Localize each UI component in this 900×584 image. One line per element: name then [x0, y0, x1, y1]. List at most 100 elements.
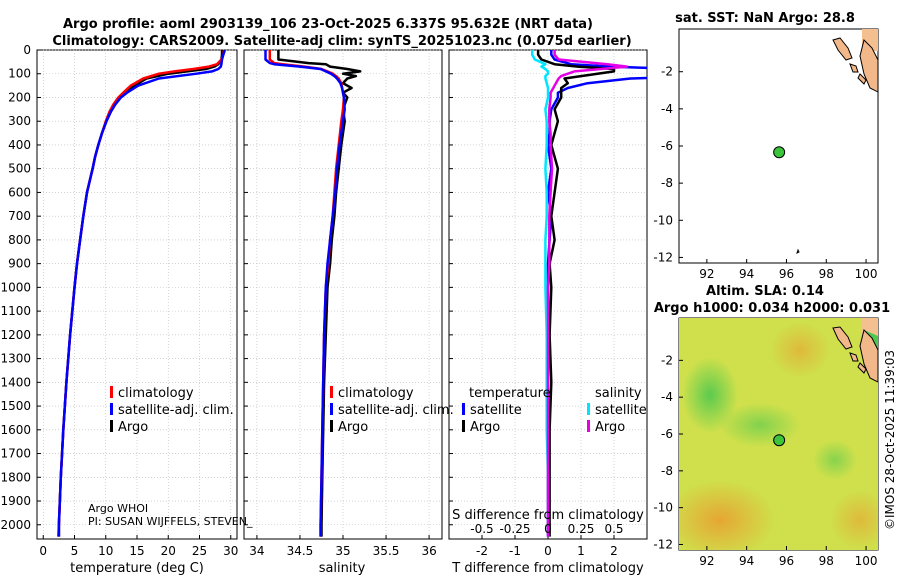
depth-label-2000: 2000 — [0, 518, 31, 532]
sst-xtick-label-94: 94 — [739, 267, 754, 281]
sumatra-coast — [859, 39, 878, 93]
series-line-salinity-satellite — [530, 50, 550, 537]
sla-argo-float-marker — [773, 434, 786, 447]
legend-swatch-climatology — [110, 386, 113, 398]
sst-xtick-label-100: 100 — [855, 267, 878, 281]
title-line-1: Argo profile: aoml 2903139_106 23-Oct-20… — [63, 17, 593, 32]
xtick-label-0: 0 — [544, 544, 552, 558]
sla-high-patch-north — [770, 322, 830, 378]
xtick-label-1: 1 — [577, 544, 585, 558]
sst-ytick-label--8: -8 — [661, 176, 673, 190]
legend-swatch-argo — [330, 420, 333, 432]
depth-label-1700: 1700 — [0, 447, 31, 461]
sla-low-patch-center — [720, 403, 800, 447]
difference-xlabel: T difference from climatology — [451, 561, 644, 576]
sst-argo-float-marker — [773, 146, 786, 159]
difference-legend: temperature salinity satellite Argo sate… — [462, 386, 647, 435]
legend-swatch-temp-argo — [462, 420, 465, 432]
sumatra-coast-north — [832, 37, 853, 61]
xtick-label--2: -2 — [476, 544, 488, 558]
legend-swatch-sal-satellite — [587, 403, 590, 415]
difference-lines — [530, 50, 647, 537]
series-line-satellite-adj-clim- — [57, 50, 226, 537]
series-line-satellite-adj-clim- — [264, 50, 346, 537]
sla-high-patch-southeast — [830, 490, 878, 550]
sla-xtick-label-100: 100 — [855, 554, 878, 568]
depth-label-900: 900 — [8, 257, 31, 271]
legend-swatch-temp-satellite — [462, 403, 465, 415]
depth-label-600: 600 — [8, 185, 31, 199]
legend-label-satellite: satellite-adj. clim. — [338, 403, 454, 418]
xtick-label-30: 30 — [223, 544, 238, 558]
s-diff-tick-label--0.5: -0.5 — [470, 522, 493, 536]
imos-credit: ©IMOS 28-Oct-2025 11:39:03 — [883, 350, 897, 530]
depth-label-1100: 1100 — [0, 304, 31, 318]
salinity-xlabel: salinity — [319, 561, 366, 576]
legend-label-argo: Argo — [118, 420, 148, 435]
xtick-label-35: 35 — [335, 544, 350, 558]
depth-label-1600: 1600 — [0, 423, 31, 437]
difference-tick-labels: -2 -1 0 1 2 -0.5 -0.25 0 0.25 0.5 — [470, 522, 623, 558]
xtick-label-36: 36 — [421, 544, 436, 558]
legend-title-salinity: salinity — [595, 386, 642, 401]
depth-label-1300: 1300 — [0, 352, 31, 366]
depth-label-1200: 1200 — [0, 328, 31, 342]
argo-markers — [773, 146, 786, 447]
sla-map-title-2: Argo h1000: 0.034 h2000: 0.031 — [654, 301, 890, 316]
sst-ytick-label--2: -2 — [661, 65, 673, 79]
sla-map-content — [679, 318, 878, 550]
xtick-label-20: 20 — [161, 544, 176, 558]
depth-label-1400: 1400 — [0, 375, 31, 389]
depth-label-1900: 1900 — [0, 494, 31, 508]
sla-map-ticks: 92 94 96 98 100 -2 -4 -6 -8 -10 -12 — [653, 353, 877, 568]
sst-ytick-label--4: -4 — [661, 102, 673, 116]
xtick-label-34: 34 — [249, 544, 264, 558]
depth-label-500: 500 — [8, 162, 31, 176]
sst-xtick-label-92: 92 — [699, 267, 714, 281]
island-2 — [857, 73, 867, 85]
salinity-legend: climatology satellite-adj. clim. Argo — [330, 386, 454, 435]
salinity-lines — [264, 50, 362, 537]
sla-ytick-label--8: -8 — [661, 464, 673, 478]
small-island — [796, 248, 800, 254]
annotation-pi: PI: SUSAN WIJFFELS, STEVEN_ — [88, 515, 253, 528]
legend-label-argo: Argo — [338, 420, 368, 435]
depth-label-400: 400 — [8, 138, 31, 152]
depth-label-1500: 1500 — [0, 399, 31, 413]
sla-ytick-label--10: -10 — [653, 501, 673, 515]
salinity-difference-xlabel: S difference from climatology — [452, 508, 644, 523]
xtick-label-0: 0 — [39, 544, 47, 558]
salinity-tick-labels: 34 34.5 35 35.5 36 — [249, 544, 436, 558]
annotation-institution: Argo WHOI — [88, 502, 148, 515]
depth-label-1800: 1800 — [0, 470, 31, 484]
xtick-label-35.5: 35.5 — [373, 544, 400, 558]
temperature-legend: climatology satellite-adj. clim. Argo — [110, 386, 234, 435]
xtick-label-15: 15 — [129, 544, 144, 558]
sla-xtick-label-96: 96 — [779, 554, 794, 568]
sla-low-patch-west — [682, 357, 738, 433]
s-diff-tick-label-0: 0 — [544, 522, 552, 536]
sst-ytick-label--6: -6 — [661, 139, 673, 153]
xtick-label-25: 25 — [192, 544, 207, 558]
legend-swatch-sal-argo — [587, 420, 590, 432]
legend-label-sal-argo: Argo — [595, 420, 625, 435]
xtick-label-5: 5 — [71, 544, 79, 558]
sumatra-coast-north — [832, 326, 853, 350]
title-line-2: Climatology: CARS2009. Satellite-adj cli… — [52, 34, 631, 49]
island-2 — [857, 362, 867, 374]
legend-title-temperature: temperature — [469, 386, 551, 401]
xtick-label--1: -1 — [509, 544, 521, 558]
legend-label-temp-satellite: satellite — [470, 403, 522, 418]
sla-ytick-label--6: -6 — [661, 427, 673, 441]
sst-map-content — [796, 29, 878, 254]
sla-ytick-label--4: -4 — [661, 390, 673, 404]
depth-label-0: 0 — [23, 43, 31, 57]
sst-map-ticks: 92 94 96 98 100 -2 -4 -6 -8 -10 -12 — [653, 65, 877, 281]
legend-label-satellite: satellite-adj. clim. — [118, 403, 234, 418]
sst-xtick-label-96: 96 — [779, 267, 794, 281]
xtick-label-10: 10 — [98, 544, 113, 558]
sst-xtick-label-98: 98 — [819, 267, 834, 281]
sla-xtick-label-94: 94 — [739, 554, 754, 568]
